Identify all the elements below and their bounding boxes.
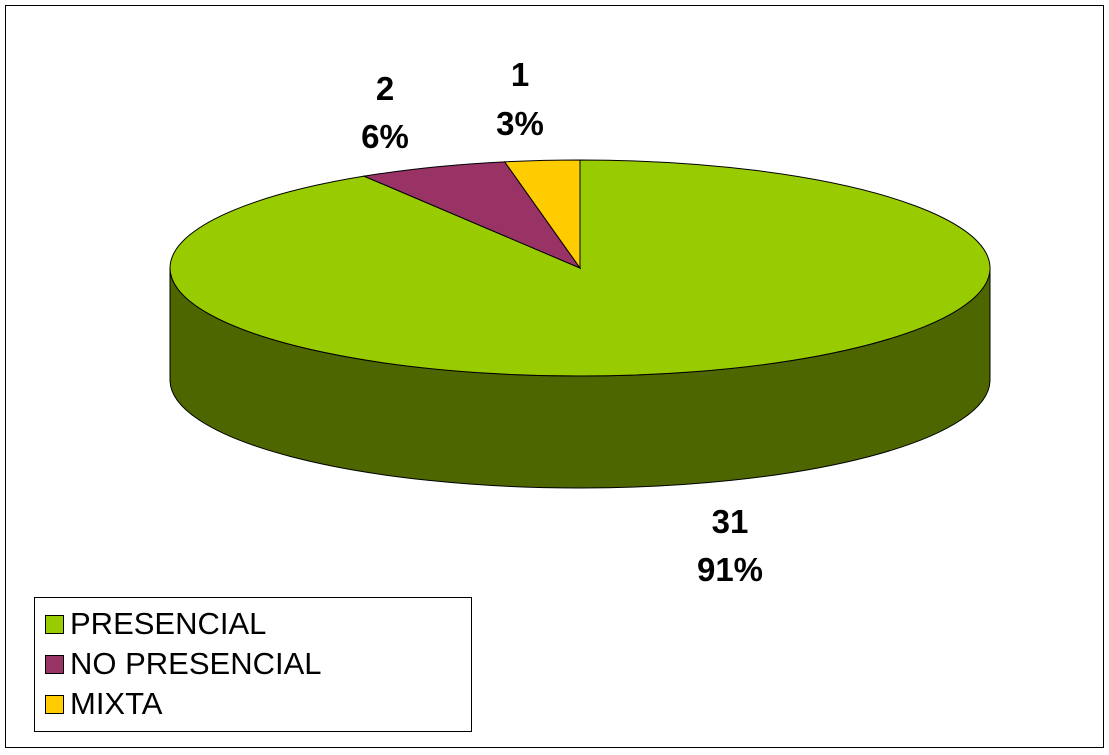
legend-swatch-presencial	[45, 614, 64, 634]
pie-slice-mixta	[503, 159, 581, 270]
data-label-value-no-presencial: 2	[376, 70, 394, 107]
pie-slice-presencial	[169, 159, 991, 377]
data-label-percent-mixta: 3%	[496, 105, 544, 142]
pie-slices-group	[169, 159, 991, 377]
legend-swatch-mixta	[45, 694, 64, 714]
chart-frame	[5, 5, 1104, 748]
legend-item-mixta: MIXTA	[45, 684, 162, 724]
legend-label-mixta: MIXTA	[70, 686, 163, 721]
chart-legend: PRESENCIAL NO PRESENCIAL MIXTA	[34, 597, 472, 732]
legend-label-presencial: PRESENCIAL	[70, 606, 267, 641]
data-labels-group: 31 91% 2 6% 1 3%	[361, 56, 763, 588]
legend-label-no-presencial: NO PRESENCIAL	[70, 646, 322, 681]
data-label-percent-presencial: 91%	[697, 551, 763, 588]
data-label-value-mixta: 1	[511, 56, 529, 93]
data-label-percent-no-presencial: 6%	[361, 118, 409, 155]
legend-item-presencial: PRESENCIAL	[45, 604, 266, 644]
legend-swatch-no-presencial	[45, 654, 64, 674]
legend-item-no-presencial: NO PRESENCIAL	[45, 644, 322, 684]
pie-slice-no-presencial	[362, 161, 582, 270]
data-label-value-presencial: 31	[712, 503, 749, 540]
